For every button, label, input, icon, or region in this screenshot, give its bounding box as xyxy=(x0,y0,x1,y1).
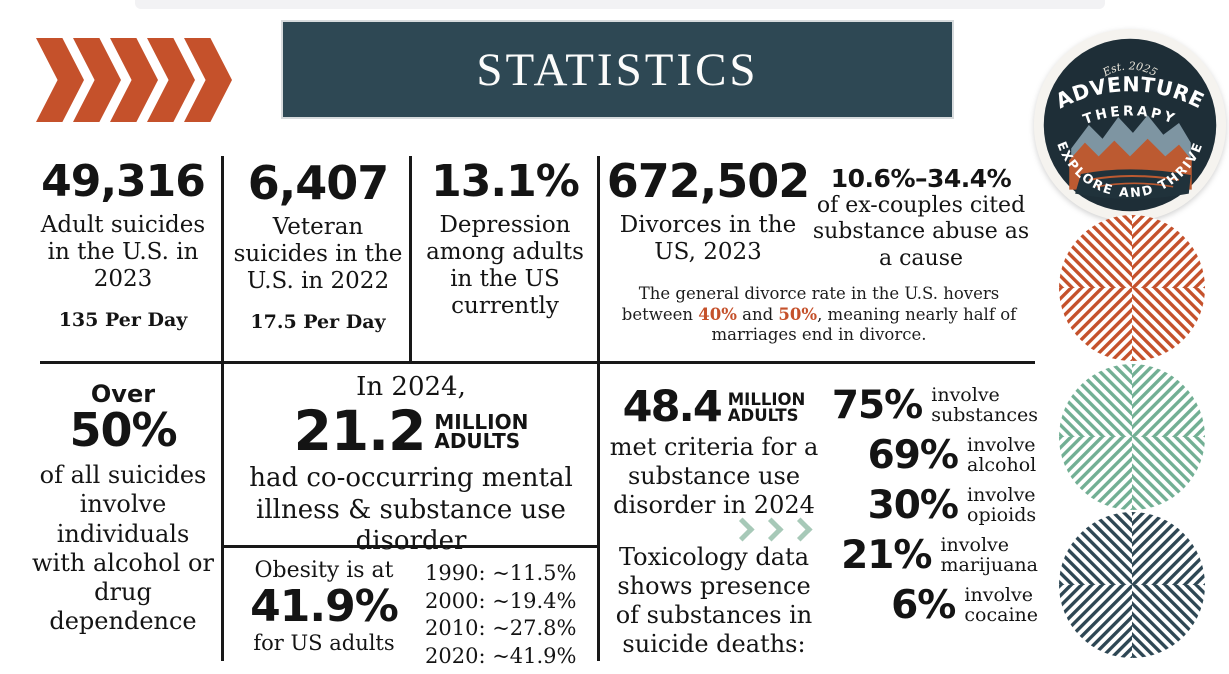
label-line: alcohol xyxy=(967,453,1037,476)
divider-vertical-3 xyxy=(597,156,600,661)
unit-line: ADULTS xyxy=(727,405,799,425)
stat-value: 6% xyxy=(891,583,956,628)
logo-mountain-emblem xyxy=(1069,115,1192,199)
stat-label: met criteria for a substance use disorde… xyxy=(609,433,819,519)
stat-value: 672,502 xyxy=(606,154,811,208)
unit-line: MILLION xyxy=(434,410,529,435)
obesity-value-block: Obesity is at 41.9% for US adults xyxy=(237,558,411,671)
divider-horizontal-obesity xyxy=(222,545,600,548)
chevron-right-icon xyxy=(788,517,813,542)
note-highlight-50: 50% xyxy=(778,304,818,324)
stat-label: Depression among adults in the US curren… xyxy=(426,212,584,320)
stat-label: had co-occurring mental illness & substa… xyxy=(249,463,573,557)
divider-vertical-1 xyxy=(221,156,224,661)
note-highlight-40: 40% xyxy=(698,304,737,324)
stat-value: 21.2 xyxy=(293,399,427,463)
label-line: involve xyxy=(967,484,1036,507)
label-line: involve xyxy=(967,434,1036,457)
stat-value: 21% xyxy=(841,533,932,578)
stat-label: Veteran suicides in the U.S. in 2022 xyxy=(233,214,403,295)
divorce-count-block: 672,502 Divorces in the US, 2023 xyxy=(606,154,811,272)
stat-label: Divorces in the US, 2023 xyxy=(619,212,797,266)
divider-horizontal-main xyxy=(40,361,1035,364)
divorce-substance-block: 10.6%–34.4% of ex-couples cited substanc… xyxy=(810,158,1032,272)
timeline-item: 1990: ~11.5% xyxy=(425,561,577,585)
stat-label: for US adults xyxy=(253,631,395,655)
stat-intro: Obesity is at xyxy=(254,558,394,583)
stat-value: 50% xyxy=(69,403,177,457)
label-line: marijuana xyxy=(940,553,1038,576)
page-title: STATISTICS xyxy=(476,43,759,96)
stat-sub: 135 Per Day xyxy=(58,309,188,332)
stat-obesity: Obesity is at 41.9% for US adults 1990: … xyxy=(237,558,585,671)
adventure-therapy-logo: Est. 2025 ADVENTURE THERAPY EXPLORE AND … xyxy=(1033,28,1227,222)
stat-depression: 13.1% Depression among adults in the US … xyxy=(417,160,593,321)
stat-divorces: 672,502 Divorces in the US, 2023 10.6%–3… xyxy=(606,158,1032,346)
stat-value: 13.1% xyxy=(431,156,580,207)
stat-label: involve cocaine xyxy=(964,584,1038,626)
stat-value: 41.9% xyxy=(250,581,399,632)
teal-pattern-circle xyxy=(1059,364,1205,510)
stat-value: 49,316 xyxy=(41,156,206,207)
stat-label: involve opioids xyxy=(967,484,1037,526)
stat-unit: MILLION ADULTS xyxy=(727,390,806,425)
unit-line: MILLION xyxy=(727,390,806,410)
stat-cooccurring-disorders: In 2024, 21.2 MILLION ADULTS had co-occu… xyxy=(237,372,585,558)
note-text: and xyxy=(736,304,779,324)
label-line: substances xyxy=(931,403,1038,426)
divider-vertical-2 xyxy=(409,156,412,361)
obesity-timeline: 1990: ~11.5% 2000: ~19.4% 2010: ~27.8% 2… xyxy=(411,558,585,671)
navy-pattern-circle xyxy=(1059,512,1205,658)
stat-substance-use-disorder: 48.4 MILLION ADULTS met criteria for a s… xyxy=(605,384,823,659)
stat-veteran-suicides: 6,407 Veteran suicides in the U.S. in 20… xyxy=(230,160,406,333)
stat-sub: 17.5 Per Day xyxy=(250,311,386,334)
note-text: The general divorce rate in the U.S. hov… xyxy=(621,284,1000,324)
stat-value: 48.4 xyxy=(622,382,723,432)
stat-label: Adult suicides in the U.S. in 2023 xyxy=(40,212,206,293)
stat-suicides-alcohol-dependence: Over 50% of all suicides involve individ… xyxy=(28,382,218,637)
timeline-item: 2020: ~41.9% xyxy=(425,644,577,669)
stat-range-label: of ex-couples cited substance abuse as a… xyxy=(812,193,1030,271)
label-line: involve xyxy=(964,584,1033,607)
orange-pattern-circle xyxy=(1059,215,1205,361)
toxicology-stats-list: 75% involve substances 69% involve alcoh… xyxy=(826,383,1038,636)
stat-value: 30% xyxy=(867,483,959,528)
toxicology-row-cocaine: 6% involve cocaine xyxy=(826,583,1038,628)
teal-chevrons xyxy=(605,517,823,543)
arrow-chevron-icon xyxy=(36,38,84,122)
toxicology-intro: Toxicology data shows presence of substa… xyxy=(615,543,813,658)
top-edge-strip xyxy=(135,0,1105,9)
label-line: opioids xyxy=(967,503,1037,526)
toxicology-row-marijuana: 21% involve marijuana xyxy=(826,533,1038,578)
toxicology-row-substances: 75% involve substances xyxy=(826,383,1038,428)
logo-est-text: Est. 2025 xyxy=(1100,59,1160,79)
timeline-item: 2000: ~19.4% xyxy=(425,588,577,613)
stat-value: 75% xyxy=(831,383,923,428)
stat-label: involve substances xyxy=(931,384,1038,426)
stat-label: involve alcohol xyxy=(967,434,1037,476)
divorce-note: The general divorce rate in the U.S. hov… xyxy=(606,284,1032,346)
label-line: involve xyxy=(931,384,1000,407)
label-line: involve xyxy=(940,534,1010,557)
timeline-item: 2010: ~27.8% xyxy=(425,616,577,641)
unit-line: ADULTS xyxy=(434,428,521,453)
chevron-right-icon xyxy=(759,517,784,542)
chevron-right-icon xyxy=(730,517,755,542)
stat-unit: MILLION ADULTS xyxy=(434,410,529,453)
statistics-banner: STATISTICS xyxy=(283,22,952,117)
stat-value: 6,407 xyxy=(247,156,390,210)
stat-value: 69% xyxy=(867,433,959,478)
stat-adult-suicides: 49,316 Adult suicides in the U.S. in 202… xyxy=(28,156,218,332)
label-line: cocaine xyxy=(964,603,1038,626)
toxicology-row-alcohol: 69% involve alcohol xyxy=(826,433,1038,478)
stat-label: of all suicides involve individuals with… xyxy=(32,461,214,636)
stat-label: involve marijuana xyxy=(940,534,1038,576)
toxicology-row-opioids: 30% involve opioids xyxy=(826,483,1038,528)
stat-intro: In 2024, xyxy=(356,372,466,402)
stat-range-value: 10.6%–34.4% xyxy=(830,164,1012,193)
stat-prefix: Over xyxy=(90,380,156,408)
decorative-arrow-chevrons xyxy=(36,38,232,122)
note-text: , meaning nearly half of marriages end i… xyxy=(711,304,1017,345)
